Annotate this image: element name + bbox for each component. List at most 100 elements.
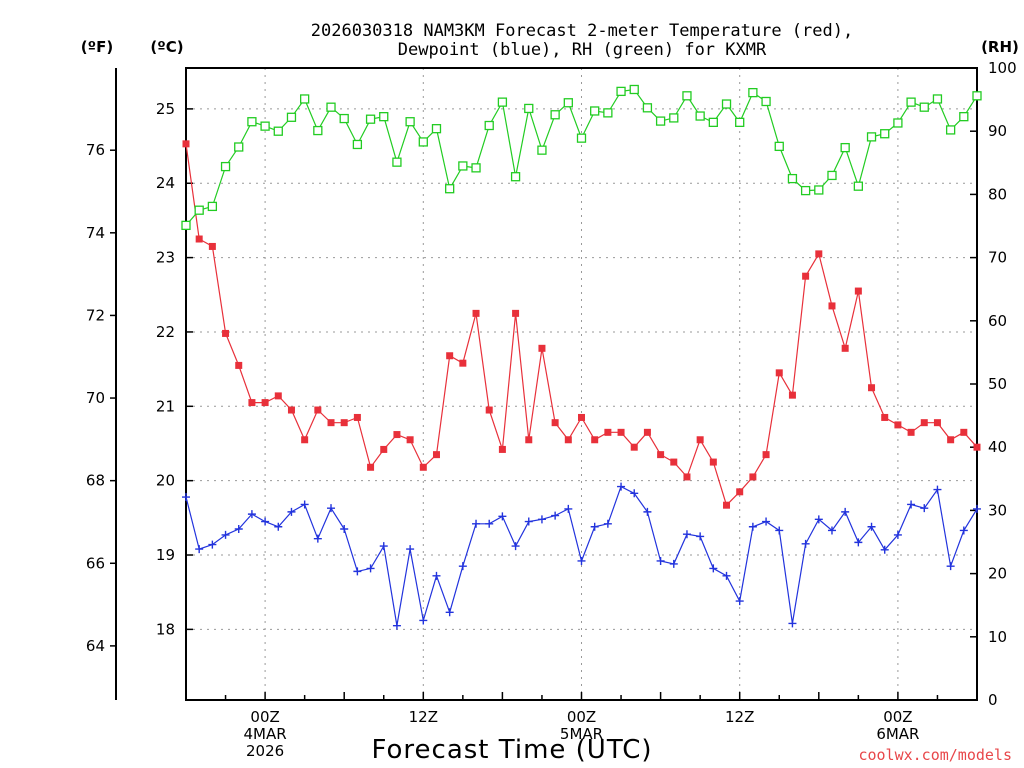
rh-point	[853, 181, 863, 191]
temperature-point	[235, 361, 243, 369]
fahrenheit-tick-label: 66	[86, 554, 105, 572]
temperature-point	[788, 391, 796, 399]
temperature-point	[446, 352, 454, 360]
celsius-tick-label: 21	[156, 397, 175, 415]
dewpoint-point	[537, 515, 546, 524]
rh-point	[590, 106, 600, 116]
dewpoint-point	[617, 482, 626, 491]
temperature-point	[854, 287, 862, 295]
dewpoint-point	[709, 564, 718, 573]
temperature-point	[683, 473, 691, 481]
rh-tick-label: 100	[988, 59, 1017, 77]
axis-layer: 64 66 68 70 72 74 76 18 19 20 21 22 23 24 25 0 10 20 30 40 5…	[86, 59, 1017, 760]
chart-title-line-2: Dewpoint (blue), RH (green) for KXMR	[398, 40, 767, 60]
temperature-point	[933, 419, 941, 427]
temperature-point	[367, 463, 375, 471]
rh-point	[840, 142, 850, 153]
dewpoint-point	[907, 500, 916, 509]
rh-point	[932, 94, 943, 104]
dewpoint-point	[775, 526, 784, 535]
rh-point	[497, 97, 508, 107]
dewpoint-point	[208, 540, 217, 549]
temperature-point	[841, 344, 849, 352]
dewpoint-point	[327, 504, 336, 513]
dewpoint-point	[458, 562, 467, 571]
temperature-point	[182, 140, 190, 148]
rh-point	[682, 91, 692, 101]
dewpoint-point	[182, 493, 190, 502]
rh-point	[800, 185, 811, 196]
dewpoint-point	[669, 559, 678, 568]
rh-point	[247, 117, 257, 127]
chart-title-line-1: 2026030318 NAM3KM Forecast 2-meter Tempe…	[311, 21, 853, 41]
temperature-point	[802, 272, 810, 280]
temperature-point	[762, 451, 770, 459]
temperature-point	[578, 413, 585, 421]
rh-point	[299, 94, 310, 104]
dewpoint-point	[300, 500, 309, 509]
temperature-point	[723, 501, 731, 509]
temperature-point	[287, 406, 295, 414]
rh-point	[194, 205, 204, 215]
dewpoint-point	[801, 539, 810, 548]
grid-layer	[186, 68, 977, 700]
temperature-point	[248, 399, 256, 407]
dewpoint-point	[379, 542, 388, 551]
temperature-point	[749, 473, 757, 481]
dewpoint-point	[261, 517, 270, 526]
temperature-point	[274, 392, 282, 400]
dewpoint-point	[221, 530, 230, 539]
dewpoint-point	[643, 507, 652, 516]
temperature-point	[973, 443, 981, 451]
rh-point	[721, 99, 732, 109]
dewpoint-point	[920, 504, 929, 513]
rh-tick-label: 30	[988, 501, 1007, 519]
dewpoint-point	[959, 526, 968, 535]
rh-point	[220, 161, 231, 172]
temperature-point	[314, 406, 322, 414]
fahrenheit-tick-label: 72	[86, 306, 105, 324]
dewpoint-point	[656, 556, 665, 565]
temperature-point	[525, 436, 533, 444]
fahrenheit-unit-label: (ºF)	[81, 38, 113, 56]
temperature-point	[353, 413, 361, 421]
rh-tick-label: 60	[988, 312, 1007, 330]
rh-tick-label: 90	[988, 122, 1007, 140]
temperature-point	[696, 436, 704, 444]
rh-point	[563, 98, 573, 108]
rh-point	[379, 112, 389, 122]
rh-point	[537, 145, 547, 155]
dewpoint-point	[762, 517, 771, 526]
dewpoint-point	[854, 538, 863, 547]
temperature-point	[604, 428, 612, 436]
dewpoint-point	[827, 526, 836, 535]
temperature-point	[617, 428, 625, 436]
rh-unit-label: (RH)	[981, 38, 1019, 56]
rh-point	[431, 124, 442, 134]
dewpoint-point	[392, 621, 401, 630]
fahrenheit-tick-label: 64	[86, 637, 105, 655]
temperature-point	[538, 344, 546, 352]
rh-point	[273, 126, 283, 136]
temperature-point	[868, 384, 876, 392]
rh-point	[774, 141, 784, 152]
rh-point	[866, 132, 877, 142]
rh-point	[642, 103, 653, 113]
dewpoint-point	[880, 545, 889, 554]
dewpoint-point	[274, 522, 283, 531]
fahrenheit-tick-label: 76	[86, 141, 105, 159]
rh-point	[669, 113, 679, 123]
temperature-point	[815, 250, 823, 258]
rh-point	[893, 118, 903, 128]
temperature-point	[920, 419, 928, 427]
rh-point	[787, 173, 798, 184]
dewpoint-point	[406, 545, 415, 554]
dewpoint-point	[893, 530, 902, 539]
rh-point	[418, 137, 428, 147]
celsius-tick-label: 24	[156, 174, 175, 192]
celsius-unit-label: (ºC)	[150, 38, 183, 56]
rh-tick-label: 10	[988, 628, 1007, 646]
dewpoint-point	[564, 504, 573, 513]
x-tick-label: 00Z	[883, 708, 912, 726]
